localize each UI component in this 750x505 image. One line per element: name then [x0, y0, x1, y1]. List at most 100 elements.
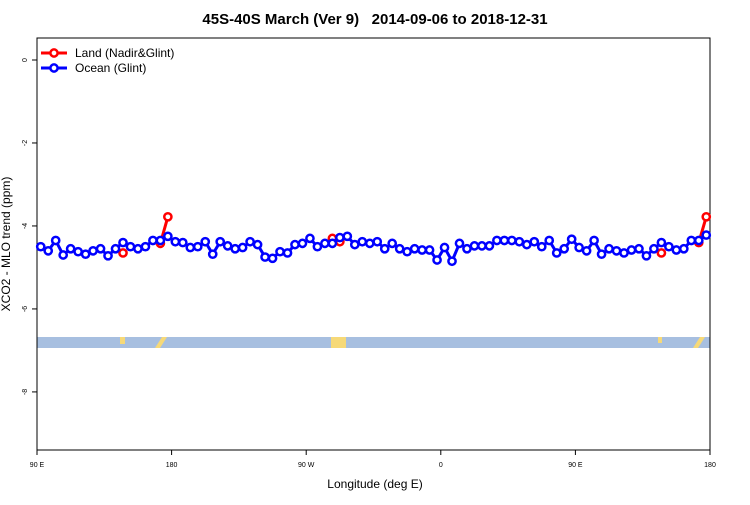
chart-title: 45S-40S March (Ver 9) 2014-09-06 to 2018…: [202, 11, 547, 28]
data-point: [656, 248, 667, 258]
data-point: [492, 235, 502, 246]
data-point: [544, 235, 555, 246]
data-point: [297, 238, 308, 249]
data-point: [499, 235, 510, 246]
data-point: [237, 242, 248, 253]
data-point: [335, 232, 345, 243]
data-point: [327, 238, 338, 249]
data-point: [148, 235, 158, 246]
y-tick-label: 0: [22, 58, 29, 62]
data-point: [140, 241, 151, 252]
data-point: [559, 243, 570, 254]
data-point: [551, 248, 562, 258]
data-point: [521, 239, 532, 250]
data-point: [439, 242, 450, 253]
data-point: [185, 242, 196, 253]
data-point: [469, 241, 480, 251]
data-point: [222, 241, 233, 251]
data-point: [73, 246, 83, 257]
data-point: [275, 246, 285, 257]
data-point: [364, 238, 375, 249]
data-point: [671, 245, 682, 255]
data-point: [462, 243, 472, 254]
data-point: [80, 249, 91, 260]
data-point: [118, 248, 128, 258]
x-axis-label: Longitude (deg E): [327, 477, 422, 491]
data-point: [35, 241, 46, 252]
data-point: [432, 255, 442, 265]
data-point: [402, 246, 412, 257]
y-tick-label: -2: [22, 140, 29, 146]
data-point: [581, 245, 592, 256]
data-point: [529, 236, 540, 247]
legend-label: Land (Nadir&Glint): [75, 46, 174, 60]
data-point: [103, 250, 113, 261]
data-point: [409, 243, 420, 254]
x-tick-label: 180: [166, 462, 178, 469]
data-point: [320, 238, 330, 249]
data-point: [252, 239, 263, 250]
y-tick-label: -6: [22, 306, 29, 312]
data-point: [589, 235, 599, 246]
data-point: [566, 234, 577, 245]
data-point: [312, 241, 323, 252]
data-point: [664, 241, 674, 252]
data-point: [215, 236, 226, 247]
data-point: [290, 239, 300, 250]
data-point: [536, 241, 547, 252]
legend-marker: [49, 48, 59, 58]
data-point: [110, 243, 121, 254]
data-point: [357, 236, 368, 247]
data-point: [65, 243, 76, 254]
data-point: [260, 252, 270, 262]
data-point: [245, 236, 255, 247]
data-point: [656, 237, 667, 248]
data-point: [133, 243, 143, 254]
data-point: [641, 250, 652, 261]
data-point: [372, 236, 383, 247]
x-tick-label: 0: [439, 462, 443, 469]
x-tick-label: 90 E: [30, 462, 45, 469]
data-point: [626, 245, 637, 255]
data-point: [200, 236, 211, 247]
data-point: [619, 248, 629, 258]
data-point: [305, 233, 315, 244]
data-point: [163, 211, 173, 222]
data-point: [118, 237, 128, 248]
x-tick-label: 180: [704, 462, 716, 469]
data-point: [649, 243, 659, 254]
data-point: [58, 250, 69, 260]
data-point: [207, 249, 218, 260]
data-point: [514, 236, 525, 247]
data-point: [596, 249, 607, 260]
data-point: [230, 243, 241, 254]
data-point: [192, 241, 203, 252]
data-point: [611, 245, 622, 256]
data-point: [506, 235, 517, 246]
data-point: [693, 235, 704, 246]
y-tick-label: -8: [22, 389, 29, 395]
data-point: [267, 253, 278, 264]
data-point: [394, 243, 405, 254]
data-point: [484, 241, 495, 251]
data-point: [634, 243, 644, 254]
data-point: [88, 245, 98, 256]
data-point: [447, 256, 457, 267]
data-point: [477, 241, 487, 251]
data-point: [678, 243, 689, 254]
data-point: [701, 230, 712, 240]
data-point: [686, 235, 697, 246]
data-point: [50, 235, 61, 246]
data-point: [155, 235, 166, 246]
data-point: [43, 245, 54, 256]
data-point: [349, 239, 360, 250]
x-tick-label: 90 E: [568, 462, 583, 469]
data-point: [379, 243, 390, 254]
data-point: [282, 248, 293, 258]
data-point: [424, 245, 435, 255]
y-axis-label: XCO2 - MLO trend (ppm): [0, 177, 13, 312]
legend-marker: [49, 63, 59, 73]
data-point: [454, 238, 465, 249]
data-point: [604, 243, 614, 254]
